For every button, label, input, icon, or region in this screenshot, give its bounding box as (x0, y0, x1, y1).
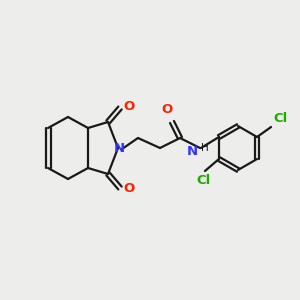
Text: N: N (187, 145, 198, 158)
Text: N: N (113, 142, 124, 154)
Text: O: O (123, 100, 134, 113)
Text: Cl: Cl (197, 174, 211, 187)
Text: Cl: Cl (273, 112, 287, 125)
Text: H: H (201, 143, 209, 153)
Text: O: O (123, 182, 134, 196)
Text: O: O (161, 103, 172, 116)
